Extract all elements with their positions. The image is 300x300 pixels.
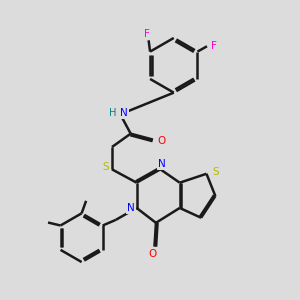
Text: F: F bbox=[144, 29, 150, 39]
Text: N: N bbox=[127, 203, 135, 213]
Text: F: F bbox=[211, 41, 216, 51]
Text: N: N bbox=[120, 108, 128, 118]
Text: O: O bbox=[157, 136, 165, 146]
Text: H: H bbox=[109, 108, 117, 118]
Text: O: O bbox=[149, 249, 157, 259]
Text: S: S bbox=[212, 167, 219, 177]
Text: S: S bbox=[102, 162, 109, 172]
Text: N: N bbox=[158, 159, 166, 169]
